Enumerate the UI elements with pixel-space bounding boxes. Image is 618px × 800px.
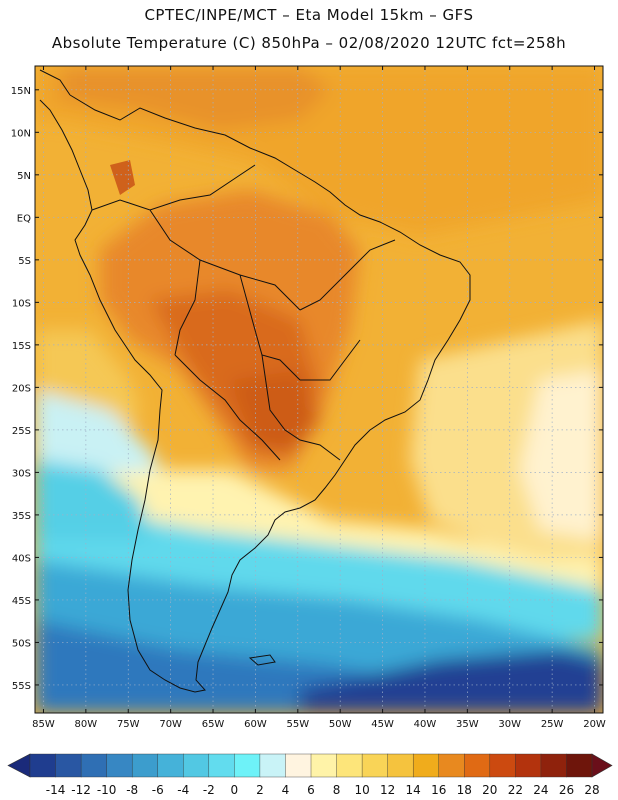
lon-label: 70W	[159, 719, 182, 730]
colorbar-label: -14	[46, 783, 66, 797]
lat-label: 15N	[11, 86, 31, 97]
lat-label: 25S	[12, 426, 31, 437]
colorbar-label: 26	[559, 783, 574, 797]
colorbar-label: 18	[457, 783, 472, 797]
colorbar-label: 10	[354, 783, 369, 797]
colorbar-label: -4	[177, 783, 189, 797]
colorbar-swatch	[259, 753, 286, 778]
lat-label: 10N	[11, 128, 31, 139]
field-andes-spot	[110, 160, 135, 195]
lon-label: 35W	[456, 719, 479, 730]
map-frame	[34, 65, 604, 714]
colorbar-swatch	[387, 753, 414, 778]
coastlines	[39, 69, 471, 693]
lat-label: 40S	[12, 553, 31, 564]
colorbar-label: -10	[97, 783, 117, 797]
colorbar: -14 -12 -10 -8 -6 -4 -2 0 2 4 6 8 10 12 14 16 18 20 22 24 26…	[7, 753, 613, 797]
lon-label: 55W	[286, 719, 309, 730]
lat-label: 55S	[12, 681, 31, 692]
colorbar-over-arrow	[591, 753, 613, 778]
country-borders	[91, 164, 396, 461]
lat-label: 5N	[17, 171, 31, 182]
field-atlantic-palest	[520, 370, 603, 540]
lat-label: 15S	[12, 341, 31, 352]
lat-label: 50S	[12, 638, 31, 649]
colorbar-swatch	[131, 753, 159, 778]
colorbar-swatch	[540, 753, 567, 778]
colorbar-label: 6	[307, 783, 315, 797]
colorbar-swatch	[55, 753, 82, 778]
colorbar-label: 20	[482, 783, 497, 797]
colorbar-label: 4	[282, 783, 290, 797]
lon-label: 80W	[75, 719, 98, 730]
colorbar-swatch	[566, 753, 593, 778]
chart-title: CPTEC/INPE/MCT – Eta Model 15km – GFS	[144, 6, 474, 24]
colorbar-under-arrow	[7, 753, 31, 778]
field-cold-core	[300, 650, 603, 713]
colorbar-swatch	[234, 753, 261, 778]
lat-label: 45S	[12, 596, 31, 607]
lon-label: 45W	[371, 719, 394, 730]
colorbar-label: 24	[533, 783, 548, 797]
colorbar-swatch	[412, 753, 440, 778]
colorbar-label: 12	[380, 783, 395, 797]
falklands-coast	[248, 654, 276, 666]
field-cold-band-3	[35, 620, 603, 713]
lon-label: 25W	[541, 719, 564, 730]
lat-label: 35S	[12, 511, 31, 522]
field-caribbean-warm	[60, 66, 330, 130]
colorbar-swatch	[106, 753, 133, 778]
south-america-coast	[39, 94, 471, 693]
colorbar-swatch	[208, 753, 235, 778]
lon-label: 30W	[498, 719, 521, 730]
colorbar-swatch	[361, 753, 389, 778]
lon-label: 65W	[202, 719, 225, 730]
colorbar-swatch	[285, 753, 312, 778]
map-grid	[35, 66, 603, 713]
chart-subtitle: Absolute Temperature (C) 850hPa – 02/08/…	[51, 34, 567, 52]
colorbar-label: -2	[203, 783, 215, 797]
lon-label: 75W	[117, 719, 140, 730]
colorbar-label: 14	[406, 783, 421, 797]
colorbar-label: 22	[508, 783, 523, 797]
colorbar-swatch	[464, 753, 491, 778]
colorbar-label: 8	[333, 783, 341, 797]
lat-label: 10S	[12, 298, 31, 309]
lon-label: 85W	[32, 719, 55, 730]
colorbar-swatch	[515, 753, 542, 778]
colorbar-swatch	[183, 753, 210, 778]
lat-label: 20S	[12, 383, 31, 394]
colorbar-label: 2	[256, 783, 264, 797]
colorbar-swatch	[489, 753, 516, 778]
colorbar-label: 16	[431, 783, 446, 797]
colorbar-swatch	[310, 753, 338, 778]
map-axes: 15N 10N 5N EQ 5S 10S 15S 20S 25S 30S 35S 40S 45S 50S 5…	[11, 66, 606, 730]
colorbar-label: 28	[584, 783, 599, 797]
colorbar-swatch	[336, 753, 363, 778]
temperature-field	[35, 66, 603, 713]
colorbar-swatch	[438, 753, 465, 778]
lon-label: 50W	[329, 719, 352, 730]
colorbar-label: -6	[152, 783, 164, 797]
lat-label: 30S	[12, 468, 31, 479]
colorbar-label: -8	[126, 783, 138, 797]
central-america-coast	[39, 69, 71, 96]
lat-label: 5S	[18, 256, 31, 267]
colorbar-swatch	[29, 753, 57, 778]
lat-label: EQ	[17, 213, 31, 224]
lon-label: 20W	[583, 719, 606, 730]
colorbar-label: 0	[231, 783, 239, 797]
lon-label: 40W	[414, 719, 437, 730]
lon-label: 60W	[244, 719, 267, 730]
colorbar-label: -12	[71, 783, 91, 797]
colorbar-swatch	[80, 753, 108, 778]
field-pacific-cold	[35, 460, 150, 540]
colorbar-swatch	[157, 753, 184, 778]
